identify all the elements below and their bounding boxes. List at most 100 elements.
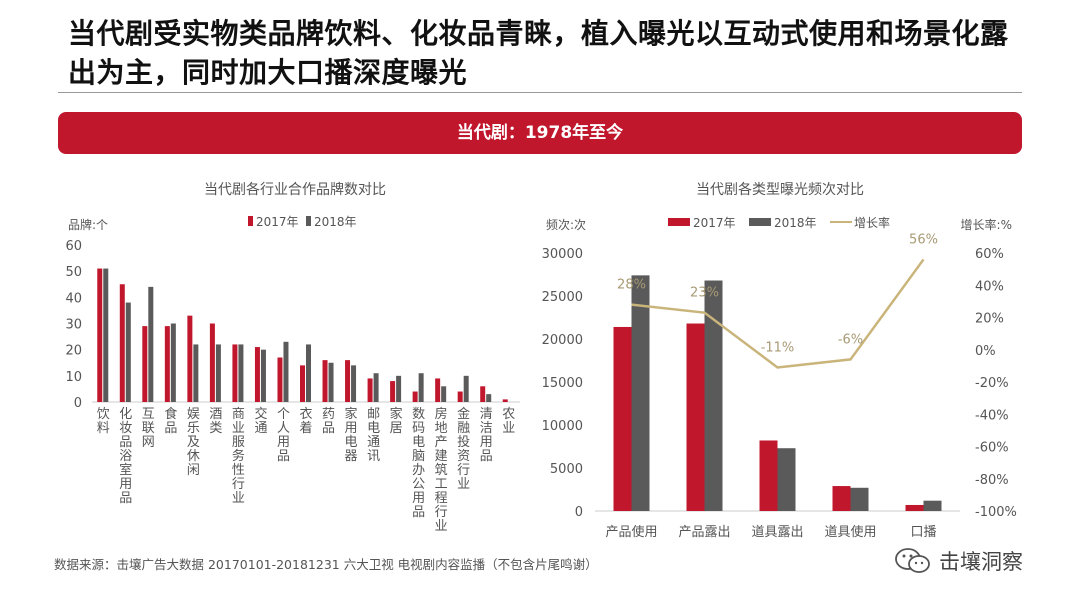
bar-2018 xyxy=(486,394,492,402)
x-tick-label: 娱乐及休闲 xyxy=(187,407,200,478)
page-title: 当代剧受实物类品牌饮料、化妆品青睐，植入曝光以互动式使用和场景化露出为主，同时加… xyxy=(68,17,1009,89)
y-tick-label: 50 xyxy=(65,265,82,280)
legend-swatch xyxy=(248,216,253,226)
y2-tick-label: 20% xyxy=(975,312,1004,327)
x-tick-label: 交通 xyxy=(254,406,267,436)
era-banner: 当代剧：1978年至今 xyxy=(58,112,1022,154)
x-tick-label: 衣着 xyxy=(299,406,312,436)
bar-2017 xyxy=(142,326,148,402)
bar-2018 xyxy=(238,344,244,402)
bar-2017 xyxy=(277,357,283,402)
bar-2017 xyxy=(613,326,632,511)
x-tick-label: 口播 xyxy=(910,525,936,540)
bar-2018 xyxy=(463,375,469,402)
y2-tick-label: -100% xyxy=(975,505,1017,520)
bar-2018 xyxy=(283,341,289,402)
x-tick-label: 清洁用品 xyxy=(480,407,493,464)
growth-data-label: 23% xyxy=(690,286,719,301)
y2-tick-label: 60% xyxy=(975,247,1004,262)
y2-tick-label: -40% xyxy=(975,408,1009,423)
x-tick-label: 金融投资行业 xyxy=(457,406,470,492)
bar-2018 xyxy=(193,344,199,402)
bar-2018 xyxy=(170,323,176,402)
bar-2017 xyxy=(209,323,215,402)
x-tick-label: 道具使用 xyxy=(824,524,876,540)
x-tick-label: 邮电通讯 xyxy=(367,407,380,464)
bar-2017 xyxy=(367,378,373,402)
y2-axis-label: 增长率:% xyxy=(961,217,1012,232)
y-tick-label: 40 xyxy=(65,291,82,306)
bar-2017 xyxy=(164,326,170,402)
bar-2018 xyxy=(373,373,379,402)
legend-label: 2018年 xyxy=(314,215,357,229)
bar-2018 xyxy=(215,344,221,402)
bar-2018 xyxy=(103,268,109,402)
x-tick-label: 数码电脑办公用品 xyxy=(412,407,425,520)
y-tick-label: 30000 xyxy=(542,247,583,262)
growth-data-label: -6% xyxy=(838,332,863,347)
chart-title: 当代剧各行业合作品牌数对比 xyxy=(204,181,386,198)
bar-2017 xyxy=(119,284,125,402)
y-axis-label: 品牌:个 xyxy=(68,218,108,232)
x-tick-label: 互联网 xyxy=(142,407,155,450)
bar-2018 xyxy=(850,487,869,511)
bar-2017 xyxy=(345,360,351,402)
bar-2018 xyxy=(125,302,131,402)
y-tick-label: 60 xyxy=(65,239,82,254)
wechat-icon xyxy=(895,548,930,573)
growth-data-label: 28% xyxy=(617,278,646,293)
y-tick-label: 25000 xyxy=(542,290,583,305)
bar-2017 xyxy=(390,381,396,402)
x-tick-label: 家居 xyxy=(390,406,403,436)
y-tick-label: 15000 xyxy=(542,376,583,391)
y2-tick-label: 0% xyxy=(975,344,996,359)
bar-2018 xyxy=(441,386,447,402)
x-tick-label: 化妆品浴室用品 xyxy=(119,407,132,506)
legend-label: 2017年 xyxy=(256,215,299,229)
bar-2017 xyxy=(686,323,705,511)
x-tick-label: 酒类 xyxy=(209,407,222,436)
bar-2018 xyxy=(418,373,424,402)
legend-swatch xyxy=(306,216,311,226)
bar-2018 xyxy=(923,500,942,511)
x-tick-label: 商业服务性行业 xyxy=(232,407,245,506)
growth-data-label: -11% xyxy=(761,340,795,355)
x-tick-label: 饮料 xyxy=(97,407,110,436)
bar-2018 xyxy=(396,375,402,402)
bar-2017 xyxy=(457,391,463,402)
bar-2017 xyxy=(412,391,418,402)
growth-data-label: 56% xyxy=(909,232,938,247)
chart-title: 当代剧各类型曝光频次对比 xyxy=(696,182,864,198)
title-divider xyxy=(58,92,1022,93)
logo-text: 击壤洞察 xyxy=(939,550,1023,574)
bar-2017 xyxy=(322,360,328,402)
bar-2018 xyxy=(631,275,650,511)
x-tick-label: 药品 xyxy=(322,407,335,436)
bar-2017 xyxy=(300,365,305,402)
legend-label: 2018年 xyxy=(774,216,817,230)
legend-label: 2017年 xyxy=(693,216,736,230)
bar-2018 xyxy=(306,344,311,402)
bar-2018 xyxy=(777,448,796,511)
bar-2017 xyxy=(759,440,778,511)
x-tick-label: 道具露出 xyxy=(751,525,803,540)
x-tick-label: 家用电器 xyxy=(345,406,358,464)
x-tick-label: 产品使用 xyxy=(605,524,657,540)
y2-tick-label: -60% xyxy=(975,441,1009,456)
y2-tick-label: -80% xyxy=(975,473,1009,488)
brand-logo: 击壤洞察 xyxy=(893,546,1023,576)
legend-swatch xyxy=(749,218,771,226)
y-tick-label: 0 xyxy=(74,396,82,411)
y2-tick-label: -20% xyxy=(975,376,1009,391)
bar-2017 xyxy=(905,504,924,511)
bar-2017 xyxy=(232,344,238,402)
bar-2018 xyxy=(351,365,357,402)
bar-2018 xyxy=(260,349,266,402)
bar-2017 xyxy=(502,399,508,402)
bar-2017 xyxy=(832,486,851,511)
x-tick-label: 农业 xyxy=(502,407,515,436)
y-tick-label: 20 xyxy=(65,344,82,359)
y-tick-label: 20000 xyxy=(542,333,583,348)
y-tick-label: 5000 xyxy=(550,462,583,477)
